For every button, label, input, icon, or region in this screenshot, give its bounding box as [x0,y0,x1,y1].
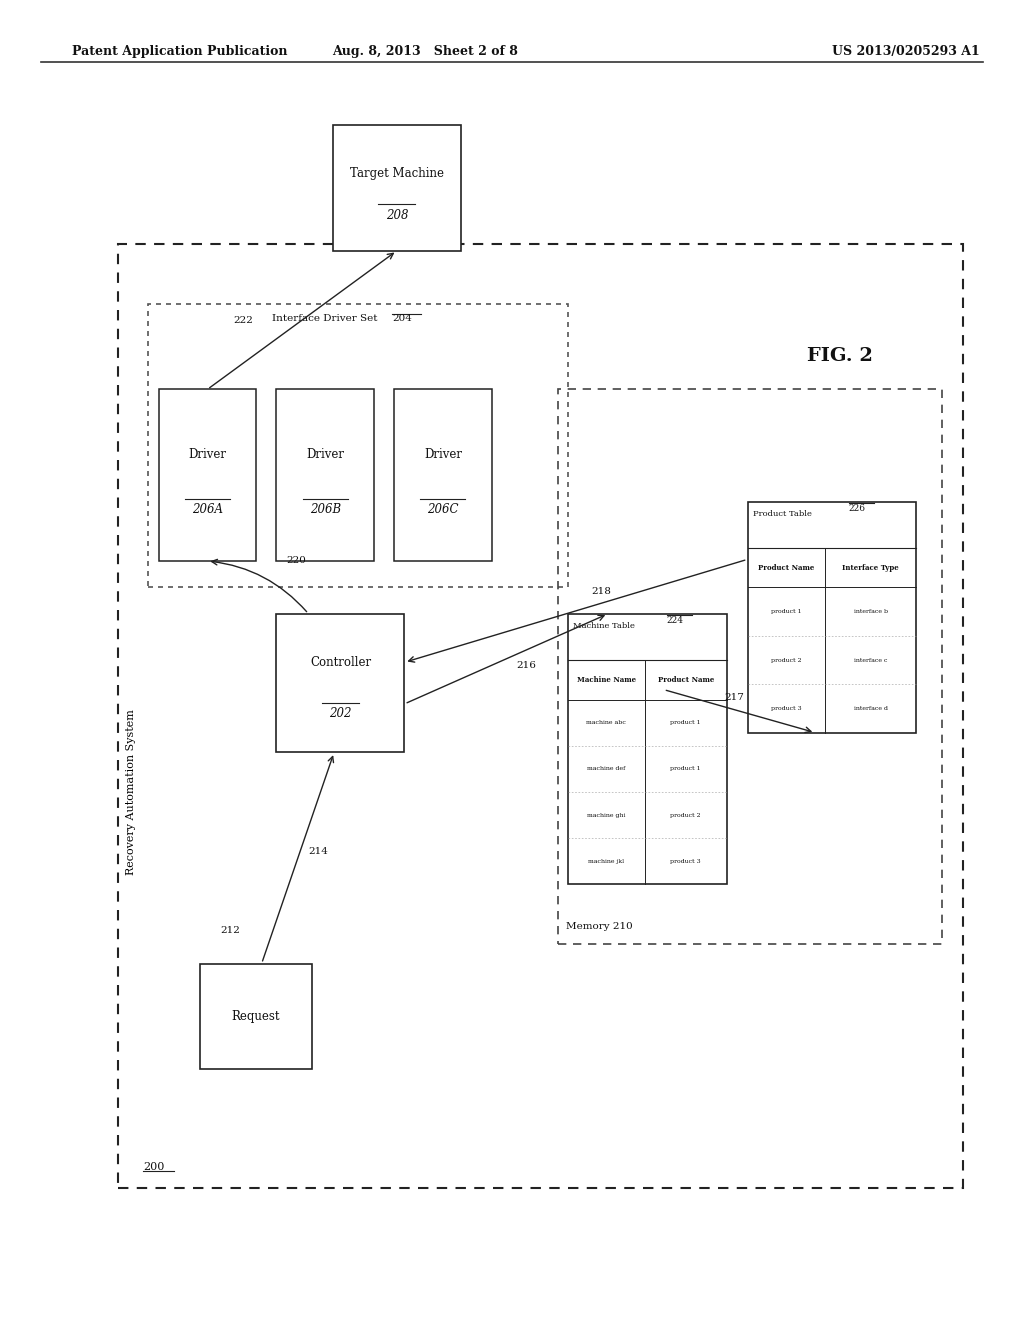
Text: US 2013/0205293 A1: US 2013/0205293 A1 [833,45,980,58]
FancyBboxPatch shape [333,125,461,251]
Text: interface d: interface d [854,706,888,711]
Text: Product Name: Product Name [657,676,714,684]
Text: 206C: 206C [427,503,459,516]
Text: 208: 208 [386,209,408,222]
Text: Product Name: Product Name [758,564,814,572]
Text: 217: 217 [724,693,744,702]
Text: product 2: product 2 [671,813,701,817]
Text: Interface Type: Interface Type [843,564,899,572]
Text: Request: Request [231,1010,281,1023]
Text: Driver: Driver [188,447,226,461]
FancyBboxPatch shape [394,389,492,561]
Text: product 3: product 3 [771,706,802,711]
Text: Product Table: Product Table [753,510,811,517]
Text: Aug. 8, 2013   Sheet 2 of 8: Aug. 8, 2013 Sheet 2 of 8 [332,45,518,58]
Text: interface b: interface b [854,609,888,614]
Text: 216: 216 [516,661,537,671]
Text: 220: 220 [287,557,306,565]
Text: Patent Application Publication: Patent Application Publication [72,45,287,58]
Text: 206B: 206B [309,503,341,516]
Text: 204: 204 [392,314,412,323]
Text: FIG. 2: FIG. 2 [807,347,872,366]
Text: 202: 202 [330,708,351,721]
Text: Driver: Driver [424,447,462,461]
FancyBboxPatch shape [276,389,374,561]
Text: 214: 214 [308,847,328,855]
Text: machine def: machine def [587,767,626,771]
Text: Driver: Driver [306,447,344,461]
Text: Memory 210: Memory 210 [566,921,633,931]
Text: Recovery Automation System: Recovery Automation System [126,709,136,875]
Text: product 1: product 1 [771,609,802,614]
FancyBboxPatch shape [748,502,916,733]
Text: 200: 200 [143,1162,165,1172]
Text: product 1: product 1 [671,721,701,725]
Text: 222: 222 [233,315,253,325]
Text: interface c: interface c [854,657,888,663]
FancyBboxPatch shape [276,614,404,752]
Text: Controller: Controller [310,656,371,669]
Text: Machine Table: Machine Table [573,622,635,630]
Text: product 2: product 2 [771,657,802,663]
FancyBboxPatch shape [568,614,727,884]
Text: 206A: 206A [191,503,223,516]
FancyBboxPatch shape [159,389,256,561]
Text: Machine Name: Machine Name [577,676,636,684]
Text: machine abc: machine abc [587,721,627,725]
Text: Interface Driver Set: Interface Driver Set [272,314,378,323]
Text: 218: 218 [592,586,611,595]
Text: machine jkl: machine jkl [589,859,625,863]
Text: product 1: product 1 [671,767,701,771]
Text: 212: 212 [220,927,241,935]
Text: 226: 226 [849,504,866,513]
Text: product 3: product 3 [671,859,701,863]
Text: Target Machine: Target Machine [350,166,443,180]
Text: machine ghi: machine ghi [587,813,626,817]
FancyBboxPatch shape [200,964,312,1069]
Text: 224: 224 [667,616,684,626]
